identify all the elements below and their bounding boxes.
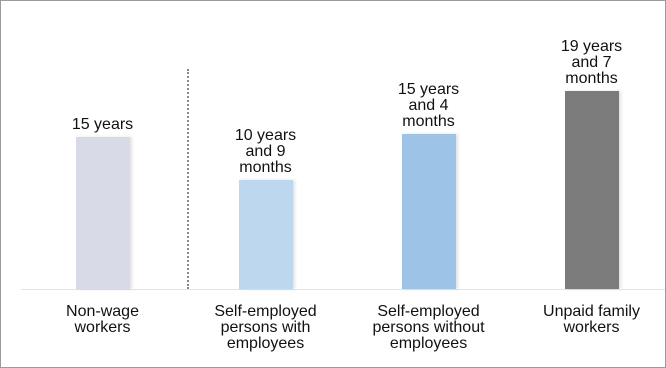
x-tick-label: Self-employed persons with employees — [214, 303, 317, 352]
x-tick-label: Self-employed persons without employees — [372, 303, 485, 352]
bar — [75, 137, 130, 289]
value-label: 15 years and 4 months — [397, 81, 460, 131]
x-tick-label: Non-wage workers — [66, 303, 139, 336]
value-label: 10 years and 9 months — [234, 127, 297, 177]
value-label: 19 years and 7 months — [560, 38, 623, 88]
baseline — [21, 289, 665, 290]
bar — [238, 180, 293, 289]
bar — [401, 134, 456, 289]
bar — [564, 91, 619, 289]
x-tick-label: Unpaid family workers — [543, 303, 640, 336]
divider — [187, 69, 189, 289]
value-label: 15 years — [71, 116, 134, 134]
